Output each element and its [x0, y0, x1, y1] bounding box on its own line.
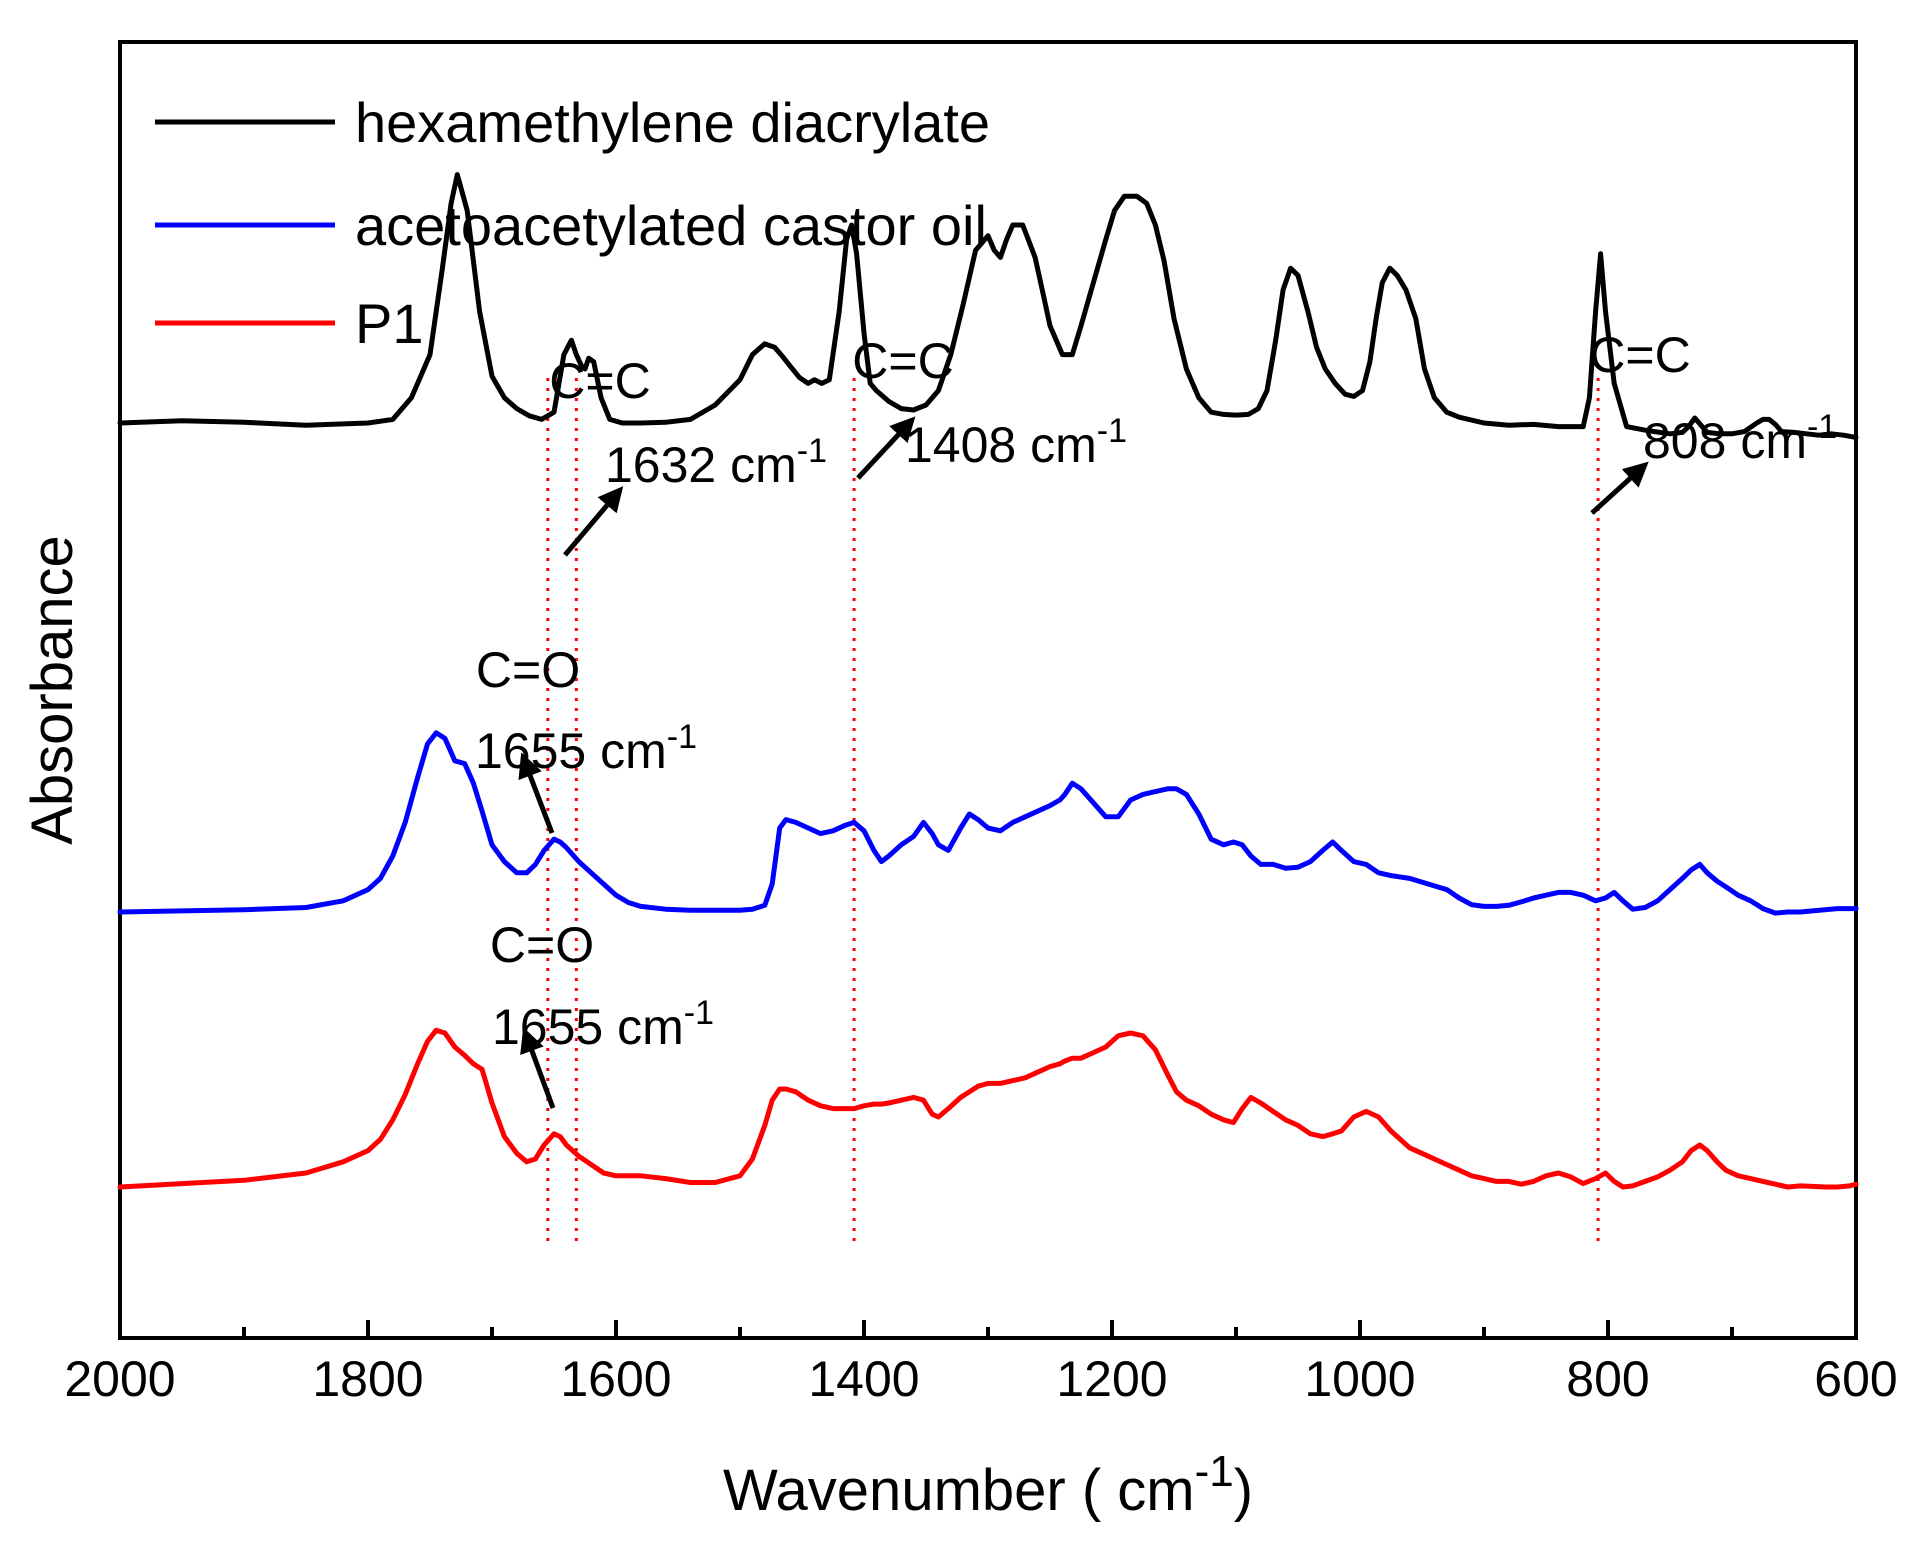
legend-label-acetoacetylated-castor-oil: acetoacetylated castor oil — [355, 194, 987, 257]
x-axis-title-close: ) — [1234, 1458, 1253, 1523]
x-axis-title: Wavenumber ( cm-1) — [723, 1447, 1253, 1523]
series-line-acetoacetylated-castor-oil — [117, 730, 1859, 916]
y-axis-title: Absorbance — [20, 535, 85, 845]
legend: hexamethylene diacrylate acetoacetylated… — [155, 91, 990, 355]
annotation-co1655a-bond: C=O — [476, 642, 580, 698]
annotation-cc808-arrow — [1590, 461, 1649, 515]
x-axis: 2000 1800 1600 1400 1200 1000 800 600 — [64, 1320, 1898, 1407]
x-axis-title-open: ( — [1066, 1458, 1118, 1523]
x-axis-title-exp: -1 — [1195, 1447, 1234, 1496]
annotation-co1655b-bond: C=O — [490, 917, 594, 973]
annotation-cc808-bond: C=C — [1589, 327, 1690, 383]
annotation-cc1632-bond: C=C — [549, 353, 650, 409]
annotation-cc1408-arrow — [856, 416, 916, 480]
x-axis-title-unit: cm — [1117, 1458, 1194, 1523]
annotation-cc1632-arrow — [563, 486, 624, 557]
x-tick-label-800: 800 — [1566, 1351, 1649, 1407]
x-tick-label-1800: 1800 — [312, 1351, 423, 1407]
annotations: C=C 1632 cm-1 C=C 1408 cm-1 C=C 808 cm-1 C=O 16… — [475, 327, 1837, 1109]
x-tick-label-1600: 1600 — [560, 1351, 671, 1407]
annotation-co1655b-wavenumber: 1655 cm-1 — [492, 994, 714, 1055]
annotation-cc1408-wavenumber: 1408 cm-1 — [905, 412, 1127, 473]
series-line-p1 — [117, 1027, 1859, 1190]
annotation-cc1408-bond: C=C — [852, 333, 953, 389]
x-tick-label-2000: 2000 — [64, 1351, 175, 1407]
legend-label-p1: P1 — [355, 292, 424, 355]
series-layer — [117, 172, 1859, 1190]
annotation-co1655a-wavenumber: 1655 cm-1 — [475, 718, 697, 779]
x-axis-title-label: Wavenumber — [723, 1458, 1066, 1523]
x-tick-label-1200: 1200 — [1056, 1351, 1167, 1407]
annotation-co1655a-arrow — [518, 752, 555, 834]
x-tick-label-600: 600 — [1814, 1351, 1897, 1407]
series-line-hexamethylene-diacrylate — [117, 172, 1859, 440]
annotation-cc808-wavenumber: 808 cm-1 — [1643, 408, 1837, 469]
legend-label-hexamethylene-diacrylate: hexamethylene diacrylate — [355, 91, 990, 154]
x-tick-label-1000: 1000 — [1304, 1351, 1415, 1407]
annotation-cc1632-wavenumber: 1632 cm-1 — [605, 432, 827, 493]
x-tick-label-1400: 1400 — [808, 1351, 919, 1407]
reference-lines — [546, 378, 1600, 1246]
annotation-co1655b-arrow — [520, 1027, 556, 1109]
